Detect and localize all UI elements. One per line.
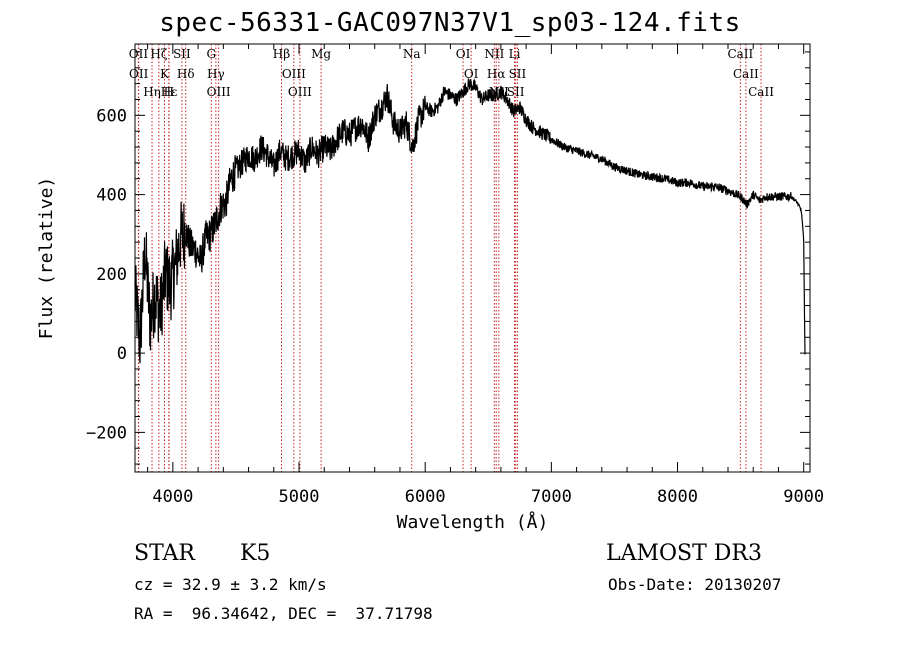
line-marker-label: OIII xyxy=(282,67,306,81)
y-tick-label: 200 xyxy=(96,265,127,285)
line-marker-label: OIII xyxy=(288,85,312,99)
line-marker-label: H xyxy=(164,85,174,99)
line-marker-label: Hδ xyxy=(177,67,195,81)
y-tick-label: 0 xyxy=(117,344,127,364)
observation-date: Obs-Date: 20130207 xyxy=(608,575,782,594)
survey-name: LAMOST DR3 xyxy=(606,541,762,566)
y-tick-label: 400 xyxy=(96,186,127,206)
y-tick-label: 600 xyxy=(96,106,127,126)
x-tick-label: 8000 xyxy=(657,487,698,507)
y-axis-label: Flux (relative) xyxy=(36,177,57,340)
x-axis-ticks: 4000 5000 6000 7000 8000 9000 xyxy=(147,44,824,507)
y-axis-ticks: −200 0 200 400 600 xyxy=(86,51,810,465)
sky-coordinates: RA = 96.34642, DEC = 37.71798 xyxy=(134,604,433,623)
line-marker-label: OI xyxy=(456,47,471,61)
line-marker-label: Hα xyxy=(487,67,506,81)
emission-line-markers xyxy=(137,44,762,472)
line-marker-label: Na xyxy=(403,47,421,61)
x-tick-label: 7000 xyxy=(531,487,572,507)
line-marker-label: SII xyxy=(509,67,527,81)
line-marker-label: K xyxy=(160,67,170,81)
line-marker-label: Hγ xyxy=(207,67,225,81)
plot-frame xyxy=(134,43,811,473)
object-subclass: K5 xyxy=(240,541,271,566)
line-marker-label: CaII xyxy=(727,47,753,61)
line-marker-label: CaII xyxy=(748,85,774,99)
line-marker-label: Hη xyxy=(143,85,161,99)
line-marker-label: OI xyxy=(464,67,479,81)
line-marker-label: Hζ xyxy=(150,47,167,61)
line-marker-label: SII xyxy=(173,47,191,61)
y-tick-label: −200 xyxy=(86,423,127,443)
x-tick-label: 4000 xyxy=(152,487,193,507)
line-marker-label: G xyxy=(207,47,217,61)
line-marker-label: OII xyxy=(129,47,149,61)
x-tick-label: 5000 xyxy=(279,487,320,507)
line-marker-label: Li xyxy=(509,47,521,61)
line-marker-label: CaII xyxy=(733,67,759,81)
object-class: STAR xyxy=(134,541,195,566)
x-tick-label: 9000 xyxy=(783,487,824,507)
redshift-velocity: cz = 32.9 ± 3.2 km/s xyxy=(134,575,327,594)
line-marker-label: Mg xyxy=(311,47,331,61)
line-marker-label: SII xyxy=(507,85,525,99)
spectrum-line xyxy=(134,78,806,364)
chart-title: spec-56331-GAC097N37V1_sp03-124.fits xyxy=(159,8,741,38)
line-marker-label: Hβ xyxy=(273,47,290,61)
line-marker-label: Hε xyxy=(161,85,178,99)
line-marker-label: OIII xyxy=(207,85,231,99)
line-marker-label: NII xyxy=(484,47,504,61)
line-marker-label: OII xyxy=(129,67,149,81)
x-tick-label: 6000 xyxy=(405,487,446,507)
x-axis-label: Wavelength (Å) xyxy=(397,511,549,533)
